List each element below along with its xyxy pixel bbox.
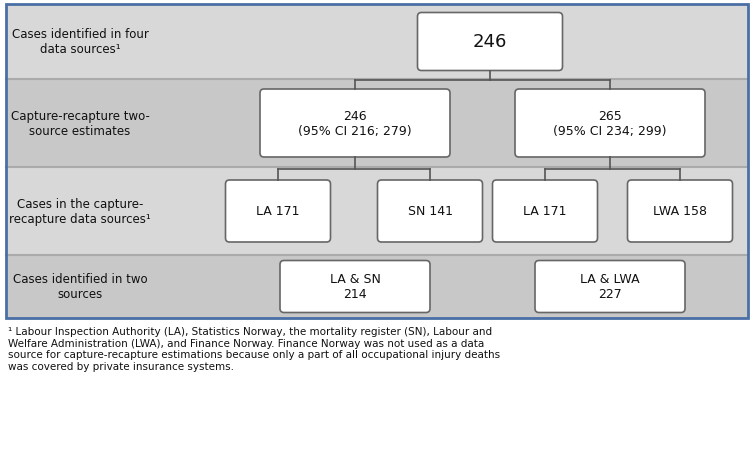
Text: Cases identified in two
sources: Cases identified in two sources xyxy=(13,273,147,301)
FancyBboxPatch shape xyxy=(225,181,330,243)
Text: 246
(95% CI 216; 279): 246 (95% CI 216; 279) xyxy=(298,110,412,138)
Bar xyxy=(6,5,748,80)
Bar xyxy=(6,5,748,318)
Text: 265
(95% CI 234; 299): 265 (95% CI 234; 299) xyxy=(553,110,667,138)
FancyBboxPatch shape xyxy=(492,181,597,243)
Text: LWA 158: LWA 158 xyxy=(653,205,707,218)
Text: 246: 246 xyxy=(473,33,507,51)
FancyBboxPatch shape xyxy=(515,90,705,157)
Bar xyxy=(6,167,748,255)
FancyBboxPatch shape xyxy=(280,261,430,313)
FancyBboxPatch shape xyxy=(627,181,732,243)
Text: Cases identified in four
data sources¹: Cases identified in four data sources¹ xyxy=(11,28,149,56)
FancyBboxPatch shape xyxy=(378,181,483,243)
Text: Cases in the capture-
recapture data sources¹: Cases in the capture- recapture data sou… xyxy=(9,197,151,226)
Bar xyxy=(6,80,748,167)
Text: ¹ Labour Inspection Authority (LA), Statistics Norway, the mortality register (S: ¹ Labour Inspection Authority (LA), Stat… xyxy=(8,326,500,371)
Text: LA 171: LA 171 xyxy=(256,205,300,218)
FancyBboxPatch shape xyxy=(260,90,450,157)
Text: LA & LWA
227: LA & LWA 227 xyxy=(580,273,640,301)
Text: LA 171: LA 171 xyxy=(523,205,567,218)
Text: LA & SN
214: LA & SN 214 xyxy=(329,273,381,301)
Text: SN 141: SN 141 xyxy=(407,205,452,218)
FancyBboxPatch shape xyxy=(418,14,562,71)
FancyBboxPatch shape xyxy=(535,261,685,313)
Text: Capture-recapture two-
source estimates: Capture-recapture two- source estimates xyxy=(11,110,149,138)
Bar xyxy=(6,255,748,318)
